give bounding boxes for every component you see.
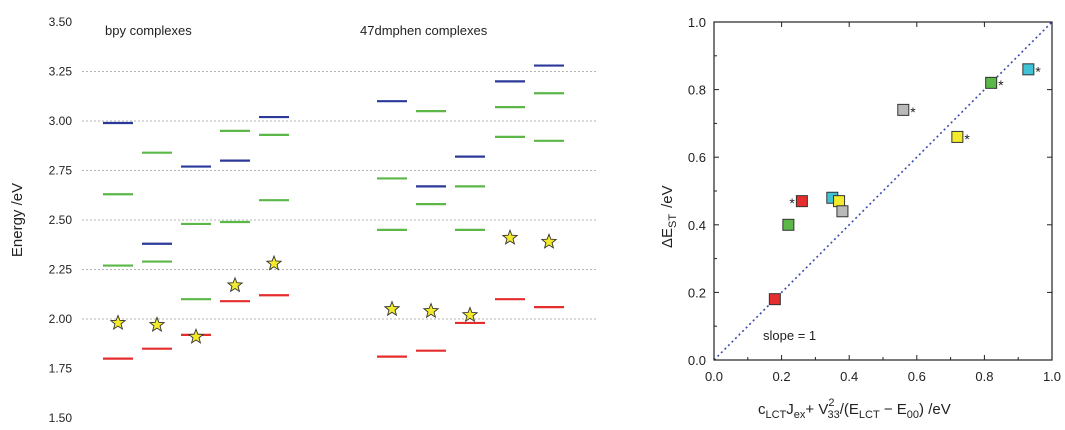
grid-lines	[82, 71, 598, 320]
level-column	[455, 155, 485, 325]
y-tick-label: 2.50	[49, 213, 73, 227]
x-tick-labels: 0.0 0.2 0.4 0.6 0.8 1.0	[705, 369, 1061, 384]
x-label-plus: +	[805, 401, 818, 418]
level-column	[495, 80, 525, 301]
data-point	[951, 130, 964, 143]
y-label-sub: ST	[667, 214, 679, 228]
asterisk-marks: * * * * *	[789, 63, 1041, 211]
asterisk-mark: *	[789, 195, 795, 211]
x-label-c-sub: LCT	[766, 409, 787, 421]
y-tick-label: 0.8	[688, 83, 706, 98]
star-marker	[148, 316, 166, 333]
group-label-47dmphen: 47dmphen complexes	[360, 23, 488, 38]
x-tick-label: 1.0	[1043, 369, 1061, 384]
x-label-v: V	[818, 401, 828, 418]
y-tick-label: 0.6	[688, 150, 706, 165]
y-axis-label: Energy /eV	[9, 183, 26, 257]
y-tick-labels: 0.0 0.2 0.4 0.6 0.8 1.0	[688, 15, 706, 368]
x-label-j: J	[786, 401, 794, 418]
star-marker	[461, 306, 479, 323]
asterisk-mark: *	[964, 131, 970, 147]
x-label-v-sub: 33	[827, 409, 839, 421]
x-axis-label: cLCTJex+ V2 33/(ELCT − E00) /eV	[758, 397, 951, 421]
scatter-plot: 0.0 0.2 0.4 0.6 0.8 1.0 0.00.20.40.60.81.0 **…	[659, 15, 1061, 421]
x-tick-label: 0.6	[908, 369, 926, 384]
y-tick-label: 2.75	[49, 164, 73, 178]
y-tick-label: 1.75	[49, 362, 73, 376]
group-label-bpy: bpy complexes	[105, 23, 192, 38]
level-column	[377, 100, 407, 358]
y-tick-label: 3.50	[49, 15, 73, 29]
slope-annotation: slope = 1	[763, 328, 816, 343]
y-tick-label: 3.25	[49, 65, 73, 79]
x-label-minus: − E	[880, 401, 907, 418]
level-column	[534, 64, 564, 309]
data-point	[782, 218, 795, 231]
star-marker	[187, 328, 205, 344]
levels	[103, 64, 564, 360]
y-tick-label: 1.50	[49, 411, 73, 425]
star-marker	[540, 233, 558, 249]
x-label-j-sub: ex	[794, 409, 806, 421]
y-tick-label: 1.0	[688, 15, 706, 30]
level-column	[220, 129, 250, 303]
y-tick-label: 3.00	[49, 114, 73, 128]
x-label-e1-sub: LCT	[859, 409, 880, 421]
data-point	[897, 103, 910, 116]
y-tick-label: 2.00	[49, 312, 73, 326]
y-label-main: ΔE	[659, 228, 676, 248]
level-column	[142, 151, 172, 350]
y-axis-label: ΔEST/eV	[659, 185, 679, 248]
asterisk-mark: *	[910, 104, 916, 120]
x-label-open: /(E	[840, 401, 859, 418]
level-column	[259, 115, 289, 297]
energy-level-diagram: 1.50 1.75 2.00 2.25 2.50 2.75 3.00 3.25 3.50 Ene…	[9, 15, 598, 425]
star-marker	[501, 229, 519, 245]
x-tick-label: 0.0	[705, 369, 723, 384]
y-tick-label: 0.4	[688, 218, 706, 233]
x-tick-label: 0.2	[773, 369, 791, 384]
star-marker	[226, 276, 244, 293]
x-label-c: c	[758, 401, 766, 418]
level-column	[181, 165, 211, 336]
star-marker	[422, 302, 440, 319]
data-point	[795, 195, 808, 208]
y-tick-label: 0.2	[688, 285, 706, 300]
data-point	[836, 205, 849, 218]
data-point	[1022, 63, 1035, 76]
x-tick-label: 0.8	[975, 369, 993, 384]
x-label-close: ) /eV	[919, 401, 951, 418]
y-label-unit: /eV	[659, 185, 676, 208]
asterisk-mark: *	[1035, 63, 1041, 79]
data-points	[768, 63, 1035, 306]
slope-one-line	[713, 21, 1053, 361]
y-tick-label: 2.25	[49, 263, 73, 277]
triplet-stars	[109, 229, 558, 344]
level-column	[416, 109, 446, 352]
x-label-e2-sub: 00	[907, 409, 919, 421]
data-point	[833, 195, 846, 208]
level-column	[103, 121, 133, 360]
axis-ticks	[713, 21, 1053, 361]
asterisk-mark: *	[998, 77, 1004, 93]
y-tick-label: 0.0	[688, 353, 706, 368]
data-point	[985, 76, 998, 89]
data-point	[768, 293, 781, 306]
x-label-v-sup: 2	[828, 397, 834, 409]
star-marker	[109, 314, 127, 331]
x-tick-label: 0.4	[840, 369, 858, 384]
star-marker	[383, 300, 401, 317]
y-tick-labels: 1.50 1.75 2.00 2.25 2.50 2.75 3.00 3.25 3.50	[49, 15, 73, 425]
star-marker	[265, 254, 283, 271]
